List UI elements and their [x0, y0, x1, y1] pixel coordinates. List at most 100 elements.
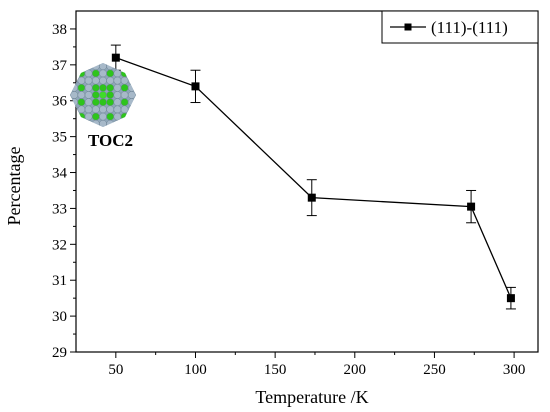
atom: [127, 98, 136, 107]
atom: [70, 63, 79, 71]
atom: [113, 83, 122, 92]
atom: [113, 91, 122, 99]
atom: [91, 112, 100, 121]
atom: [77, 119, 86, 127]
atom: [127, 105, 136, 114]
y-tick-label: 33: [52, 201, 67, 217]
atom: [120, 76, 129, 85]
atom: [91, 91, 100, 99]
atom: [106, 98, 115, 107]
atom: [84, 119, 93, 127]
atom: [99, 76, 107, 85]
atom: [120, 69, 129, 78]
atom: [113, 105, 122, 114]
atom: [84, 98, 93, 107]
atom: [99, 119, 107, 127]
data-point: [467, 202, 476, 211]
atom: [70, 91, 79, 99]
atom: [91, 119, 100, 127]
atom: [99, 69, 107, 78]
atom: [77, 69, 86, 78]
y-tick-label: 34: [52, 166, 68, 182]
legend: (111)-(111): [381, 10, 539, 44]
atom: [113, 119, 122, 127]
data-point: [191, 82, 200, 91]
plot-frame: [75, 10, 539, 353]
y-tick-label: 31: [52, 273, 67, 289]
atom: [99, 91, 107, 99]
atom: [84, 83, 93, 92]
x-tick-label: 200: [344, 362, 367, 378]
atom: [127, 76, 136, 85]
x-tick-label: 150: [264, 362, 287, 378]
y-tick-label: 35: [52, 130, 67, 146]
y-tick-label: 37: [52, 58, 68, 74]
atom: [106, 69, 115, 78]
atom: [106, 105, 115, 114]
atom: [120, 91, 129, 99]
atom: [84, 63, 93, 71]
atom: [70, 98, 79, 107]
atom: [127, 69, 136, 78]
atom: [77, 91, 86, 99]
atom: [91, 105, 100, 114]
atom: [106, 83, 115, 92]
atom: [70, 83, 79, 92]
atom: [120, 119, 129, 127]
series-group: [110, 44, 516, 310]
atom: [106, 63, 115, 71]
atom: [77, 63, 86, 71]
atom: [127, 91, 136, 99]
series-line: [115, 57, 512, 299]
x-tick-label: 250: [423, 362, 446, 378]
atom: [127, 112, 136, 121]
atom: [70, 119, 79, 127]
x-tick-label: 100: [184, 362, 207, 378]
x-tick-label: 300: [503, 362, 526, 378]
y-axis-title: Percentage: [4, 147, 24, 226]
atom: [113, 69, 122, 78]
atom: [99, 63, 107, 71]
atom: [113, 76, 122, 85]
data-point: [506, 294, 515, 303]
atom: [91, 69, 100, 78]
atom: [84, 112, 93, 121]
atom: [106, 91, 115, 99]
atom: [120, 98, 129, 107]
atom: [99, 98, 107, 107]
axes: 29 30 31 32 33 34 35 36 37 38 50 100 150 200 250 300: [52, 10, 539, 378]
atom: [120, 83, 129, 92]
legend-marker: [404, 23, 412, 31]
y-tick-label: 29: [52, 345, 67, 361]
atom: [91, 76, 100, 85]
atom: [77, 105, 86, 114]
atom: [113, 112, 122, 121]
atom: [99, 112, 107, 121]
data-point: [307, 193, 316, 202]
atom: [84, 105, 93, 114]
y-tick-label: 30: [52, 309, 67, 325]
x-tick-label: 50: [108, 362, 123, 378]
atom: [120, 63, 129, 71]
atom: [91, 83, 100, 92]
y-tick-label: 36: [52, 94, 68, 110]
atom: [84, 76, 93, 85]
atom: [127, 83, 136, 92]
atom: [70, 105, 79, 114]
atom: [99, 105, 107, 114]
atom: [120, 112, 129, 121]
inset-label: TOC2: [88, 131, 133, 150]
atom: [127, 119, 136, 127]
atom: [84, 69, 93, 78]
atom: [84, 91, 93, 99]
x-axis-title: Temperature /K: [255, 387, 368, 407]
y-tick-label: 32: [52, 237, 67, 253]
atom: [77, 98, 86, 107]
atom: [113, 63, 122, 71]
atom: [113, 98, 122, 107]
atom: [77, 76, 86, 85]
atom: [99, 83, 107, 92]
atom: [106, 112, 115, 121]
atom: [77, 83, 86, 92]
